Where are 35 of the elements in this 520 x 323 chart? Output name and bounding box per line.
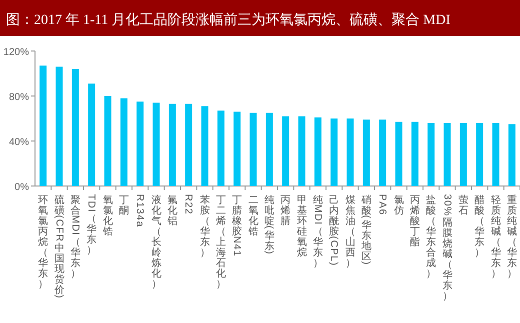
x-tick-label: 丁二烯（上海石化） [216, 195, 226, 290]
x-tick-label: 萤石 [458, 195, 468, 216]
x-tick-label: TDI（华东） [86, 194, 97, 256]
title: 图：2017 年 1-11 月化工品阶段涨幅前三为环氧氯丙烷、硫磺、聚合 MDI [6, 13, 450, 28]
x-tick-label: 氧氯化锆 [102, 195, 113, 238]
y-tick-label: 0% [14, 182, 30, 193]
x-tick-label: 聚合MDI（华东） [69, 195, 80, 280]
x-tick-label: 硫磺(CFR中国现货价) [53, 195, 64, 298]
x-tick-label: 丁腈橡胶N41 [231, 195, 242, 256]
x-tick-label: 轻质纯碱（华东） [490, 195, 501, 280]
y-tick-label: 80% [8, 92, 30, 103]
x-tick-label: 氯仿 [394, 195, 404, 216]
x-tick-label: 二氧化锆 [248, 195, 258, 238]
x-tick-label: R22 [182, 194, 194, 214]
x-tick-label: R134a [134, 194, 146, 227]
x-tick-label: 己内酰胺(CPL) [328, 195, 340, 266]
x-tick-label: 苯胺（华东） [200, 195, 210, 258]
x-tick-label: 醋酸（华东） [474, 195, 485, 258]
x-tick-label: 液化气（长岭炼化） [151, 195, 162, 290]
x-tick-label: 30%隔膜烧碱（华东） [441, 194, 452, 302]
x-tick-label: 丁酮 [118, 195, 129, 216]
x-tick-label: 纯吡啶(华东) [263, 195, 274, 254]
x-tick-label: 硝酸(华东地区) [360, 195, 372, 264]
x-tick-label: PA6 [376, 194, 388, 214]
y-tick-label: 40% [8, 137, 30, 148]
y-tick-label: 120% [3, 47, 30, 58]
x-tick-label: 盐酸（华东合成） [426, 195, 436, 280]
x-tick-label: 氟化铝 [167, 195, 178, 227]
x-tick-label: 环氧氯丙烷（华东） [38, 195, 48, 290]
x-tick-label: 甲基环硅氧烷 [296, 195, 307, 258]
x-tick-label: 丙烯酸丁酯 [410, 195, 420, 248]
x-tick-label: 纯MDI（华东） [312, 195, 323, 269]
x-tick-label: 煤焦油（山西） [345, 195, 356, 269]
x-tick-label: 重质纯碱（华东） [506, 195, 517, 280]
x-tick-label: 丙烯腈 [280, 195, 291, 227]
